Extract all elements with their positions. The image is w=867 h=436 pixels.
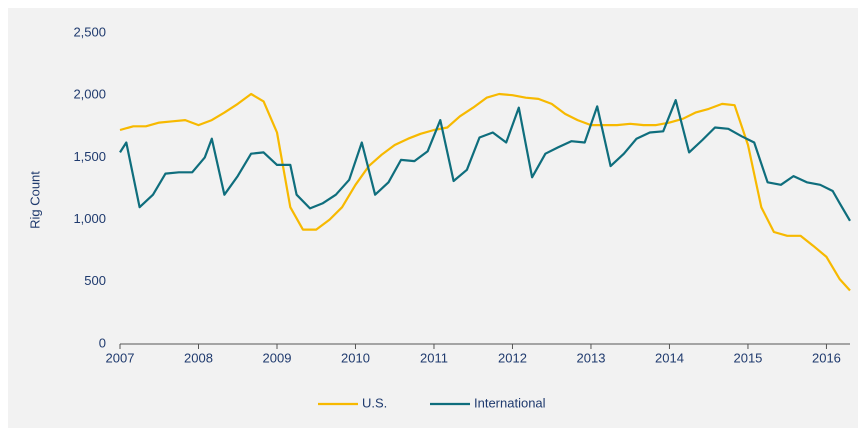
x-tick-label: 2014: [655, 350, 684, 365]
x-tick-label: 2013: [577, 350, 606, 365]
x-tick-label: 2010: [341, 350, 370, 365]
legend-label: International: [474, 395, 546, 410]
y-axis-label: Rig Count: [27, 171, 42, 229]
x-tick-label: 2007: [106, 350, 135, 365]
chart-background: [8, 8, 858, 428]
x-tick-label: 2008: [184, 350, 213, 365]
y-tick-label: 1,000: [73, 211, 106, 226]
y-tick-label: 2,000: [73, 87, 106, 102]
x-tick-label: 2011: [420, 350, 448, 365]
x-tick-label: 2016: [812, 350, 841, 365]
x-tick-label: 2012: [498, 350, 527, 365]
y-tick-label: 1,500: [73, 149, 106, 164]
line: [119, 99, 851, 222]
y-tick-label: 500: [84, 273, 106, 288]
y-tick-label: 2,500: [73, 24, 106, 39]
line: [119, 92, 851, 292]
legend-label: U.S.: [362, 395, 387, 410]
x-tick-label: 2009: [263, 350, 292, 365]
y-tick-label: 0: [99, 335, 106, 350]
x-tick-label: 2015: [733, 350, 762, 365]
